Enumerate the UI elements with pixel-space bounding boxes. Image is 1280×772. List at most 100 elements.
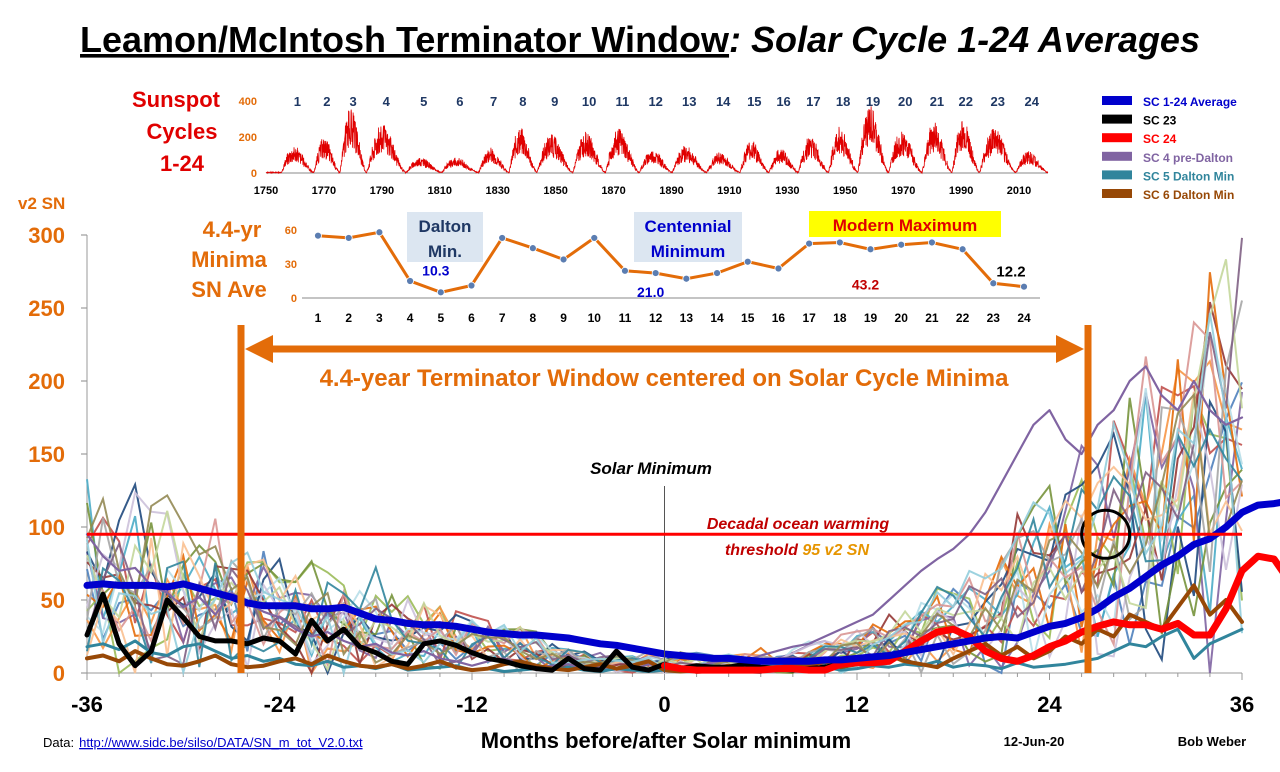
title-sub: Solar Cycle 1-24 Averages <box>751 19 1200 60</box>
minima-value-label: 12.2 <box>996 264 1025 281</box>
minima-value-label: 21.0 <box>637 284 664 300</box>
cycle-number-label: 10 <box>582 94 596 109</box>
inset-x-tick-label: 1790 <box>370 185 394 197</box>
minima-point <box>315 232 322 239</box>
cycle-number-label: 24 <box>1025 94 1040 109</box>
minima-point <box>836 239 843 246</box>
minima-x-tick-label: 14 <box>710 311 724 325</box>
sunspot-series <box>266 106 1048 173</box>
cycle-number-label: 22 <box>959 94 973 109</box>
minima-point <box>529 245 536 252</box>
minima-point <box>468 282 475 289</box>
cycle-number-label: 12 <box>648 94 662 109</box>
minima-point <box>437 289 444 296</box>
minima-x-tick-label: 22 <box>956 311 970 325</box>
minima-x-tick-label: 6 <box>468 311 475 325</box>
minima-x-tick-label: 21 <box>925 311 939 325</box>
minima-x-tick-label: 8 <box>530 311 537 325</box>
cycle-number-label: 2 <box>323 94 330 109</box>
minima-value-label: 10.3 <box>422 262 449 278</box>
legend-label: SC 23 <box>1143 114 1177 128</box>
minima-x-tick-label: 20 <box>895 311 909 325</box>
inset-x-tick-label: 1830 <box>485 185 509 197</box>
data-colon: : <box>70 735 74 750</box>
minima-point <box>990 280 997 287</box>
minima-point <box>928 239 935 246</box>
x-tick-label: 12 <box>845 692 869 717</box>
title-main: Leamon/McIntosh Terminator Window <box>80 19 730 60</box>
inset-x-tick-label: 1870 <box>601 185 625 197</box>
sunspot-label-2: Cycles <box>147 119 218 144</box>
data-link[interactable]: http://www.sidc.be/silso/DATA/SN_m_tot_V… <box>79 735 363 750</box>
minima-point <box>683 275 690 282</box>
y-tick-label: 100 <box>28 515 65 540</box>
minima-label-1: 4.4-yr <box>203 217 262 242</box>
sunspot-label-1: Sunspot <box>132 87 221 112</box>
x-tick-label: 24 <box>1037 692 1062 717</box>
cycle-number-label: 14 <box>716 94 731 109</box>
y-tick-label: 250 <box>28 296 65 321</box>
minima-x-tick-label: 23 <box>987 311 1001 325</box>
minima-x-tick-label: 7 <box>499 311 506 325</box>
minima-point <box>1021 283 1028 290</box>
cycle-number-label: 19 <box>866 94 880 109</box>
y-tick-label: 300 <box>28 223 65 248</box>
legend-swatch <box>1102 133 1132 142</box>
minima-point <box>591 234 598 241</box>
inset-y-tick-label: 0 <box>251 168 257 180</box>
minima-x-tick-label: 5 <box>437 311 444 325</box>
minima-x-tick-label: 17 <box>802 311 816 325</box>
cycle-number-label: 7 <box>490 94 497 109</box>
minima-label-3: SN Ave <box>191 277 266 302</box>
inset-x-tick-label: 1890 <box>659 185 683 197</box>
minima-x-tick-label: 16 <box>772 311 786 325</box>
window-arrow-right-head <box>1056 335 1084 363</box>
cycle-number-label: 5 <box>420 94 427 109</box>
minima-x-tick-label: 1 <box>315 311 322 325</box>
inset-x-tick-label: 1910 <box>717 185 741 197</box>
sunspot-label-3: 1-24 <box>160 151 205 176</box>
minima-label: 4.4-yr Minima SN Ave <box>191 217 268 302</box>
x-tick-label: -12 <box>456 692 488 717</box>
legend-swatch <box>1102 152 1132 161</box>
legend-label: SC 4 pre-Dalton <box>1143 151 1233 165</box>
x-tick-label: 36 <box>1230 692 1254 717</box>
minima-point <box>376 229 383 236</box>
inset-x-tick-label: 1770 <box>312 185 336 197</box>
cycle-number-label: 3 <box>350 94 357 109</box>
cycle-number-label: 21 <box>930 94 944 109</box>
x-tick-label: -36 <box>71 692 103 717</box>
minima-point <box>560 256 567 263</box>
minima-point <box>345 234 352 241</box>
window-arrow-left-head <box>245 335 273 363</box>
y-tick-label: 150 <box>28 442 65 467</box>
period-box-label: Dalton <box>419 217 472 236</box>
data-prefix: Data <box>43 735 71 750</box>
minima-x-tick-label: 9 <box>560 311 567 325</box>
inset-y-tick-label: 200 <box>239 132 257 144</box>
solar-minimum-label: Solar Minimum <box>590 459 712 478</box>
minima-y-tick-label: 30 <box>285 259 297 271</box>
inset-x-tick-label: 1810 <box>428 185 452 197</box>
threshold-label-2: threshold 95 v2 SN <box>725 542 870 559</box>
window-label: 4.4-year Terminator Window centered on S… <box>320 365 1010 392</box>
x-axis-title: Months before/after Solar minimum <box>481 728 851 753</box>
inset-x-tick-label: 2010 <box>1007 185 1031 197</box>
cycle-number-label: 4 <box>383 94 391 109</box>
inset-x-tick-label: 1750 <box>254 185 278 197</box>
inset-x-tick-label: 1930 <box>775 185 799 197</box>
y-axis-unit: v2 SN <box>18 194 65 213</box>
data-source: Data: http://www.sidc.be/silso/DATA/SN_m_… <box>43 735 363 750</box>
y-tick-label: 200 <box>28 369 65 394</box>
inset-x-tick-label: 1970 <box>891 185 915 197</box>
cycle-number-label: 15 <box>747 94 761 109</box>
legend-label: SC 24 <box>1143 132 1177 146</box>
legend-label: SC 6 Dalton Min <box>1143 188 1234 202</box>
inset-x-tick-label: 1950 <box>833 185 857 197</box>
legend-swatch <box>1102 189 1132 198</box>
y-tick-label: 50 <box>41 588 65 613</box>
minima-label-2: Minima <box>191 247 268 272</box>
minima-x-tick-label: 11 <box>619 311 632 325</box>
